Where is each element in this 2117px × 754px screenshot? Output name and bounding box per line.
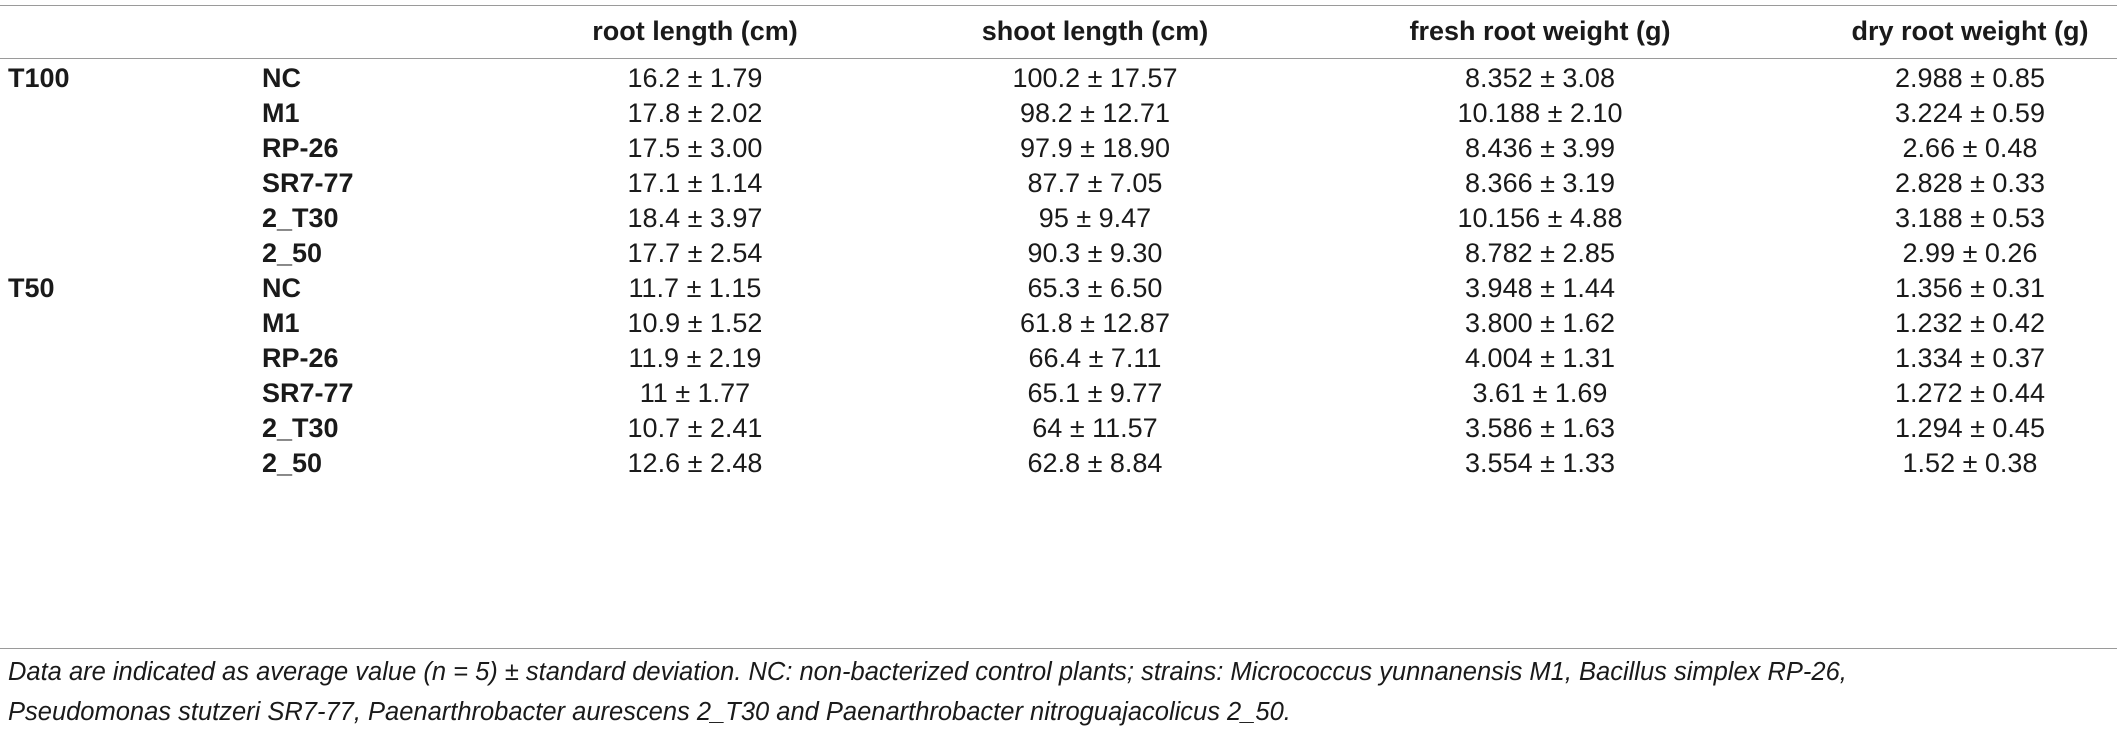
table-row: 2_T30 18.4 ± 3.97 95 ± 9.47 10.156 ± 4.88 3.… xyxy=(0,201,2117,236)
dry-root-weight-cell: 1.232 ± 0.42 xyxy=(1895,308,2045,338)
table-row: M1 17.8 ± 2.02 98.2 ± 12.71 10.188 ± 2.10 3.… xyxy=(0,96,2117,131)
shoot-length-cell: 66.4 ± 7.11 xyxy=(1028,343,1162,373)
table-row: 2_50 12.6 ± 2.48 62.8 ± 8.84 3.554 ± 1.33 1.… xyxy=(0,446,2117,481)
dry-root-weight-cell: 2.988 ± 0.85 xyxy=(1895,63,2045,93)
root-length-cell: 17.1 ± 1.14 xyxy=(627,168,763,198)
fresh-root-weight-cell: 4.004 ± 1.31 xyxy=(1465,343,1615,373)
dry-root-weight-cell: 1.356 ± 0.31 xyxy=(1895,273,2045,303)
fresh-root-weight-cell: 3.586 ± 1.63 xyxy=(1465,413,1615,443)
dry-root-weight-cell: 1.52 ± 0.38 xyxy=(1902,448,2038,478)
fresh-root-weight-cell: 10.188 ± 2.10 xyxy=(1457,98,1623,128)
group-label xyxy=(8,166,208,201)
group-label xyxy=(8,411,208,446)
group-label xyxy=(8,201,208,236)
shoot-length-cell: 100.2 ± 17.57 xyxy=(1012,63,1178,93)
shoot-length-cell: 61.8 ± 12.87 xyxy=(1020,308,1170,338)
shoot-length-cell: 97.9 ± 18.90 xyxy=(1020,133,1170,163)
strain-label: SR7-77 xyxy=(262,168,354,198)
table-row: SR7-77 11 ± 1.77 65.1 ± 9.77 3.61 ± 1.69 1.2… xyxy=(0,376,2117,411)
dry-root-weight-cell: 1.272 ± 0.44 xyxy=(1895,378,2045,408)
fresh-root-weight-cell: 8.782 ± 2.85 xyxy=(1465,238,1615,268)
shoot-length-cell: 62.8 ± 8.84 xyxy=(1027,448,1163,478)
group-label xyxy=(8,446,208,481)
dry-root-weight-cell: 2.828 ± 0.33 xyxy=(1895,168,2045,198)
strain-label: SR7-77 xyxy=(262,378,354,408)
strain-label: 2_T30 xyxy=(262,203,339,233)
shoot-length-cell: 98.2 ± 12.71 xyxy=(1020,98,1170,128)
root-length-cell: 10.9 ± 1.52 xyxy=(627,308,763,338)
group-label xyxy=(8,131,208,166)
shoot-length-cell: 90.3 ± 9.30 xyxy=(1027,238,1163,268)
header-row: root length (cm) shoot length (cm) fresh… xyxy=(0,8,2117,55)
shoot-length-cell: 65.3 ± 6.50 xyxy=(1027,273,1163,303)
table-row: SR7-77 17.1 ± 1.14 87.7 ± 7.05 8.366 ± 3.19… xyxy=(0,166,2117,201)
header-fresh-root-weight: fresh root weight (g) xyxy=(1409,16,1671,46)
shoot-length-cell: 87.7 ± 7.05 xyxy=(1027,168,1163,198)
fresh-root-weight-cell: 3.61 ± 1.69 xyxy=(1472,378,1608,408)
top-rule xyxy=(0,5,2117,6)
group-label: T100 xyxy=(8,63,70,93)
root-length-cell: 18.4 ± 3.97 xyxy=(627,203,763,233)
root-length-cell: 12.6 ± 2.48 xyxy=(627,448,763,478)
group-label xyxy=(8,306,208,341)
root-length-cell: 11 ± 1.77 xyxy=(639,378,751,408)
dry-root-weight-cell: 1.294 ± 0.45 xyxy=(1895,413,2045,443)
table-row: T50 NC 11.7 ± 1.15 65.3 ± 6.50 3.948 ± 1.44 1… xyxy=(0,271,2117,306)
root-length-cell: 16.2 ± 1.79 xyxy=(627,63,763,93)
header-dry-root-weight: dry root weight (g) xyxy=(1851,16,2089,46)
group-label xyxy=(8,236,208,271)
group-label xyxy=(8,376,208,411)
fresh-root-weight-cell: 10.156 ± 4.88 xyxy=(1457,203,1623,233)
fresh-root-weight-cell: 3.948 ± 1.44 xyxy=(1465,273,1615,303)
dry-root-weight-cell: 3.188 ± 0.53 xyxy=(1895,203,2045,233)
shoot-length-cell: 64 ± 11.57 xyxy=(1032,413,1158,443)
strain-label: RP-26 xyxy=(262,133,339,163)
group-label xyxy=(8,96,208,131)
fresh-root-weight-cell: 3.554 ± 1.33 xyxy=(1465,448,1615,478)
root-length-cell: 17.5 ± 3.00 xyxy=(627,133,763,163)
strain-label: NC xyxy=(262,63,301,93)
group-label: T50 xyxy=(8,273,55,303)
fresh-root-weight-cell: 8.352 ± 3.08 xyxy=(1465,63,1615,93)
dry-root-weight-cell: 3.224 ± 0.59 xyxy=(1895,98,2045,128)
table-row: 2_50 17.7 ± 2.54 90.3 ± 9.30 8.782 ± 2.85 2.… xyxy=(0,236,2117,271)
group-label xyxy=(8,341,208,376)
footnote-line-1: Data are indicated as average value (n =… xyxy=(8,658,1847,686)
strain-label: M1 xyxy=(262,98,300,128)
strain-label: RP-26 xyxy=(262,343,339,373)
strain-label: 2_50 xyxy=(262,238,323,268)
dry-root-weight-cell: 1.334 ± 0.37 xyxy=(1895,343,2045,373)
fresh-root-weight-cell: 8.366 ± 3.19 xyxy=(1465,168,1615,198)
table-row: 2_T30 10.7 ± 2.41 64 ± 11.57 3.586 ± 1.63 1.… xyxy=(0,411,2117,446)
table-row: RP-26 11.9 ± 2.19 66.4 ± 7.11 4.004 ± 1.31 1… xyxy=(0,341,2117,376)
fresh-root-weight-cell: 3.800 ± 1.62 xyxy=(1465,308,1615,338)
table-row: M1 10.9 ± 1.52 61.8 ± 12.87 3.800 ± 1.62 1.2… xyxy=(0,306,2117,341)
root-length-cell: 11.7 ± 1.15 xyxy=(628,273,762,303)
shoot-length-cell: 95 ± 9.47 xyxy=(1038,203,1152,233)
fresh-root-weight-cell: 8.436 ± 3.99 xyxy=(1465,133,1615,163)
dry-root-weight-cell: 2.99 ± 0.26 xyxy=(1902,238,2038,268)
table-row: RP-26 17.5 ± 3.00 97.9 ± 18.90 8.436 ± 3.99… xyxy=(0,131,2117,166)
strain-label: M1 xyxy=(262,308,300,338)
dry-root-weight-cell: 2.66 ± 0.48 xyxy=(1902,133,2038,163)
root-length-cell: 17.7 ± 2.54 xyxy=(627,238,763,268)
root-length-cell: 10.7 ± 2.41 xyxy=(627,413,763,443)
header-shoot-length: shoot length (cm) xyxy=(981,16,1209,46)
table-footnote: Data are indicated as average value (n =… xyxy=(8,652,2108,732)
shoot-length-cell: 65.1 ± 9.77 xyxy=(1027,378,1163,408)
strain-label: 2_T30 xyxy=(262,413,339,443)
strain-label: NC xyxy=(262,273,301,303)
bottom-rule xyxy=(0,648,2117,649)
root-length-cell: 11.9 ± 2.19 xyxy=(628,343,762,373)
root-length-cell: 17.8 ± 2.02 xyxy=(627,98,763,128)
table-row: T100 NC 16.2 ± 1.79 100.2 ± 17.57 8.352 ± 3.… xyxy=(0,61,2117,96)
footnote-line-2: Pseudomonas stutzeri SR7-77, Paenarthrob… xyxy=(8,698,1291,726)
strain-label: 2_50 xyxy=(262,448,323,478)
header-root-length: root length (cm) xyxy=(592,16,798,46)
header-rule xyxy=(0,58,2117,59)
